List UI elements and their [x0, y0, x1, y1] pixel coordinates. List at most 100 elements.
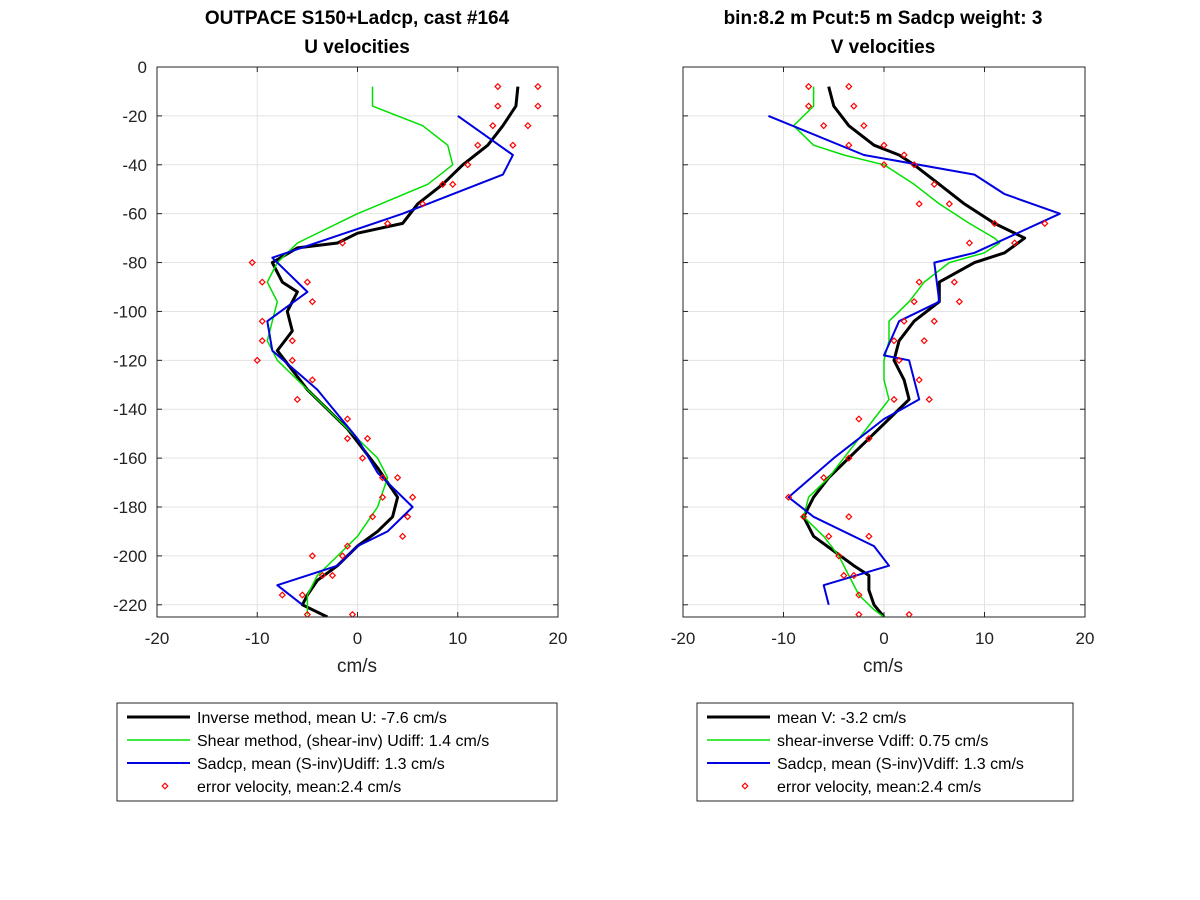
error-velocity-marker	[398, 532, 407, 540]
error-velocity-marker	[880, 161, 888, 169]
u-panel-title-line2: U velocities	[304, 37, 410, 58]
error-velocity-marker	[930, 317, 938, 325]
error-velocity-marker	[915, 278, 923, 286]
error-velocity-marker	[489, 122, 497, 130]
u-velocity-panel: OUTPACE S150+Ladcp, cast #164 U velociti…	[113, 8, 567, 802]
legend-marker	[741, 782, 749, 790]
error-velocity-marker	[965, 239, 974, 247]
y-tick-label: -160	[113, 449, 147, 468]
error-velocity-marker	[990, 219, 999, 228]
error-velocity-marker	[393, 474, 402, 482]
error-velocity-marker	[920, 337, 928, 345]
error-velocity-marker	[865, 532, 873, 540]
legend-marker	[161, 782, 169, 790]
legend-entry: Sadcp, mean (S-inv)Vdiff: 1.3 cm/s	[777, 756, 1024, 773]
error-velocity-marker	[825, 532, 833, 540]
sadcp-profile-line	[266, 115, 514, 606]
y-tick-label: 0	[138, 58, 147, 77]
shear-profile-line	[792, 86, 1001, 617]
v-panel-series	[768, 82, 1061, 617]
y-tick-label: -20	[122, 107, 147, 126]
error-velocity-marker	[799, 513, 808, 521]
error-velocity-marker	[955, 298, 964, 306]
error-velocity-marker	[258, 278, 266, 286]
legend-entry: Shear method, (shear-inv) Udiff: 1.4 cm/…	[197, 733, 489, 750]
error-velocity-marker	[820, 474, 828, 482]
error-velocity-marker	[343, 415, 352, 423]
error-velocity-marker	[363, 434, 372, 443]
error-velocity-marker	[1041, 219, 1049, 228]
u-panel-xlabel: cm/s	[337, 656, 377, 677]
error-velocity-marker	[474, 141, 482, 149]
error-velocity-marker	[383, 219, 392, 228]
error-velocity-marker	[338, 239, 347, 247]
error-velocity-marker	[900, 151, 908, 159]
error-velocity-marker	[303, 278, 312, 286]
error-velocity-marker	[298, 591, 307, 599]
error-velocity-marker	[850, 102, 858, 110]
u-panel-ticks: -20 -10 0 10 200-20-40-60-80-100-120-140-160…	[113, 58, 567, 648]
error-velocity-marker	[358, 454, 367, 462]
error-velocity-marker	[845, 513, 853, 521]
u-panel-legend: Inverse method, mean U: -7.6 cm/s Shear m…	[116, 702, 558, 802]
error-velocity-marker	[855, 610, 863, 617]
error-velocity-marker	[378, 474, 387, 482]
v-panel-title-line2: V velocities	[831, 37, 936, 58]
error-velocity-marker	[945, 200, 953, 208]
x-tick-label: -20	[671, 629, 696, 648]
y-tick-label: -80	[122, 254, 147, 273]
error-velocity-marker	[258, 337, 266, 345]
x-tick-label: -10	[245, 629, 270, 648]
error-velocity-marker	[784, 493, 793, 501]
error-velocity-marker	[845, 454, 853, 462]
y-tick-label: -200	[113, 547, 147, 566]
error-velocity-marker	[804, 82, 813, 91]
error-velocity-marker	[419, 200, 427, 208]
y-tick-label: -220	[113, 596, 147, 615]
error-velocity-marker	[915, 200, 923, 208]
error-velocity-marker	[1011, 239, 1019, 247]
x-tick-label: 20	[549, 629, 568, 648]
x-tick-label: 10	[975, 629, 994, 648]
y-tick-label: -100	[113, 302, 147, 321]
error-velocity-marker	[308, 298, 317, 306]
error-velocity-marker	[910, 298, 918, 306]
error-velocity-marker	[288, 337, 296, 345]
error-velocity-marker	[865, 434, 873, 443]
error-velocity-marker	[278, 591, 286, 599]
error-velocity-marker	[855, 591, 863, 599]
error-velocity-marker	[308, 552, 317, 560]
error-velocity-marker	[449, 180, 457, 188]
y-tick-label: -60	[122, 205, 147, 224]
error-velocity-marker	[318, 571, 327, 580]
error-velocity-marker	[895, 356, 903, 364]
error-velocity-marker	[534, 102, 542, 110]
plot-area	[248, 82, 542, 617]
x-tick-label: -10	[771, 629, 796, 648]
legend-entry: error velocity, mean:2.4 cm/s	[197, 779, 401, 796]
error-velocity-marker	[880, 141, 888, 149]
error-velocity-marker	[524, 122, 532, 130]
y-tick-label: -140	[113, 400, 147, 419]
inverse-profile-line	[270, 86, 520, 617]
plot-area	[768, 82, 1061, 617]
sadcp-profile-line	[768, 114, 1061, 606]
error-velocity-marker	[820, 122, 828, 130]
legend-box	[696, 702, 1074, 802]
legend-box	[116, 702, 558, 802]
legend-entry: mean V: -3.2 cm/s	[777, 710, 906, 727]
error-velocity-marker	[900, 317, 908, 325]
error-velocity-marker	[860, 122, 868, 130]
v-velocity-panel: bin:8.2 m Pcut:5 m Sadcp weight: 3 V vel…	[671, 8, 1094, 802]
error-velocity-marker	[248, 258, 256, 267]
error-velocity-marker	[845, 82, 853, 91]
error-velocity-marker	[930, 180, 938, 188]
error-velocity-marker	[835, 552, 843, 560]
error-velocity-marker	[328, 571, 337, 580]
v-panel-legend: mean V: -3.2 cm/s shear-inverse Vdiff: 0.…	[696, 702, 1074, 802]
x-tick-label: 0	[353, 629, 362, 648]
error-velocity-marker	[494, 102, 502, 110]
error-velocity-marker	[378, 493, 387, 501]
error-velocity-marker	[910, 161, 918, 169]
